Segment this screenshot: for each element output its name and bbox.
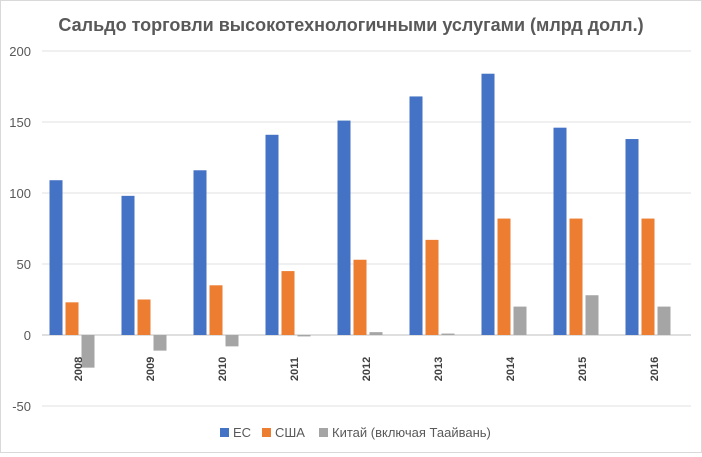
bar-ЕС-2015 — [553, 127, 567, 336]
legend-label: США — [275, 425, 305, 440]
bar-США-2010 — [209, 285, 223, 335]
x-tick-label: 2008 — [73, 357, 85, 381]
bar-США-2015 — [569, 218, 583, 335]
bar-Китай (включая Таайвань)-2013 — [441, 333, 455, 335]
bar-ЕС-2009 — [121, 195, 135, 335]
bar-ЕС-2011 — [265, 134, 279, 335]
x-tick-label: 2015 — [577, 357, 589, 381]
bar-США-2009 — [137, 299, 151, 335]
bar-ЕС-2014 — [481, 73, 495, 335]
bar-США-2012 — [353, 259, 367, 335]
x-tick-label: 2014 — [505, 356, 517, 381]
x-tick-label: 2016 — [649, 357, 661, 381]
bar-Китай (включая Таайвань)-2015 — [585, 295, 599, 335]
legend-label: Китай (включая Таайвань) — [332, 425, 491, 440]
y-tick-label: 0 — [24, 328, 31, 343]
bar-США-2014 — [497, 218, 511, 335]
y-tick-label: 100 — [9, 186, 31, 201]
legend-label: ЕС — [233, 425, 251, 440]
bar-Китай (включая Таайвань)-2008 — [81, 335, 95, 368]
x-tick-label: 2010 — [217, 357, 229, 381]
bar-ЕС-2013 — [409, 96, 423, 335]
bar-США-2008 — [65, 302, 79, 335]
y-tick-label: 50 — [17, 257, 31, 272]
y-tick-label: 200 — [9, 44, 31, 59]
bar-США-2013 — [425, 239, 439, 335]
bar-США-2016 — [641, 218, 655, 335]
legend-swatch — [319, 428, 328, 437]
legend-swatch — [262, 428, 271, 437]
bar-Китай (включая Таайвань)-2011 — [297, 335, 311, 337]
chart-title: Сальдо торговли высокотехнологичными усл… — [58, 15, 643, 35]
bar-ЕС-2008 — [49, 180, 63, 335]
bar-ЕС-2010 — [193, 170, 207, 335]
bar-Китай (включая Таайвань)-2016 — [657, 306, 671, 335]
x-tick-label: 2013 — [433, 357, 445, 381]
bar-Китай (включая Таайвань)-2010 — [225, 335, 239, 347]
y-tick-label: 150 — [9, 115, 31, 130]
bar-США-2011 — [281, 271, 295, 335]
x-tick-label: 2009 — [145, 357, 157, 381]
bar-Китай (включая Таайвань)-2012 — [369, 332, 383, 335]
legend-swatch — [220, 428, 229, 437]
bar-ЕС-2016 — [625, 139, 639, 335]
bar-Китай (включая Таайвань)-2009 — [153, 335, 167, 351]
bar-ЕС-2012 — [337, 120, 351, 335]
y-tick-label: -50 — [12, 399, 31, 414]
x-tick-label: 2011 — [289, 357, 301, 381]
x-tick-label: 2012 — [361, 357, 373, 381]
bar-Китай (включая Таайвань)-2014 — [513, 306, 527, 335]
